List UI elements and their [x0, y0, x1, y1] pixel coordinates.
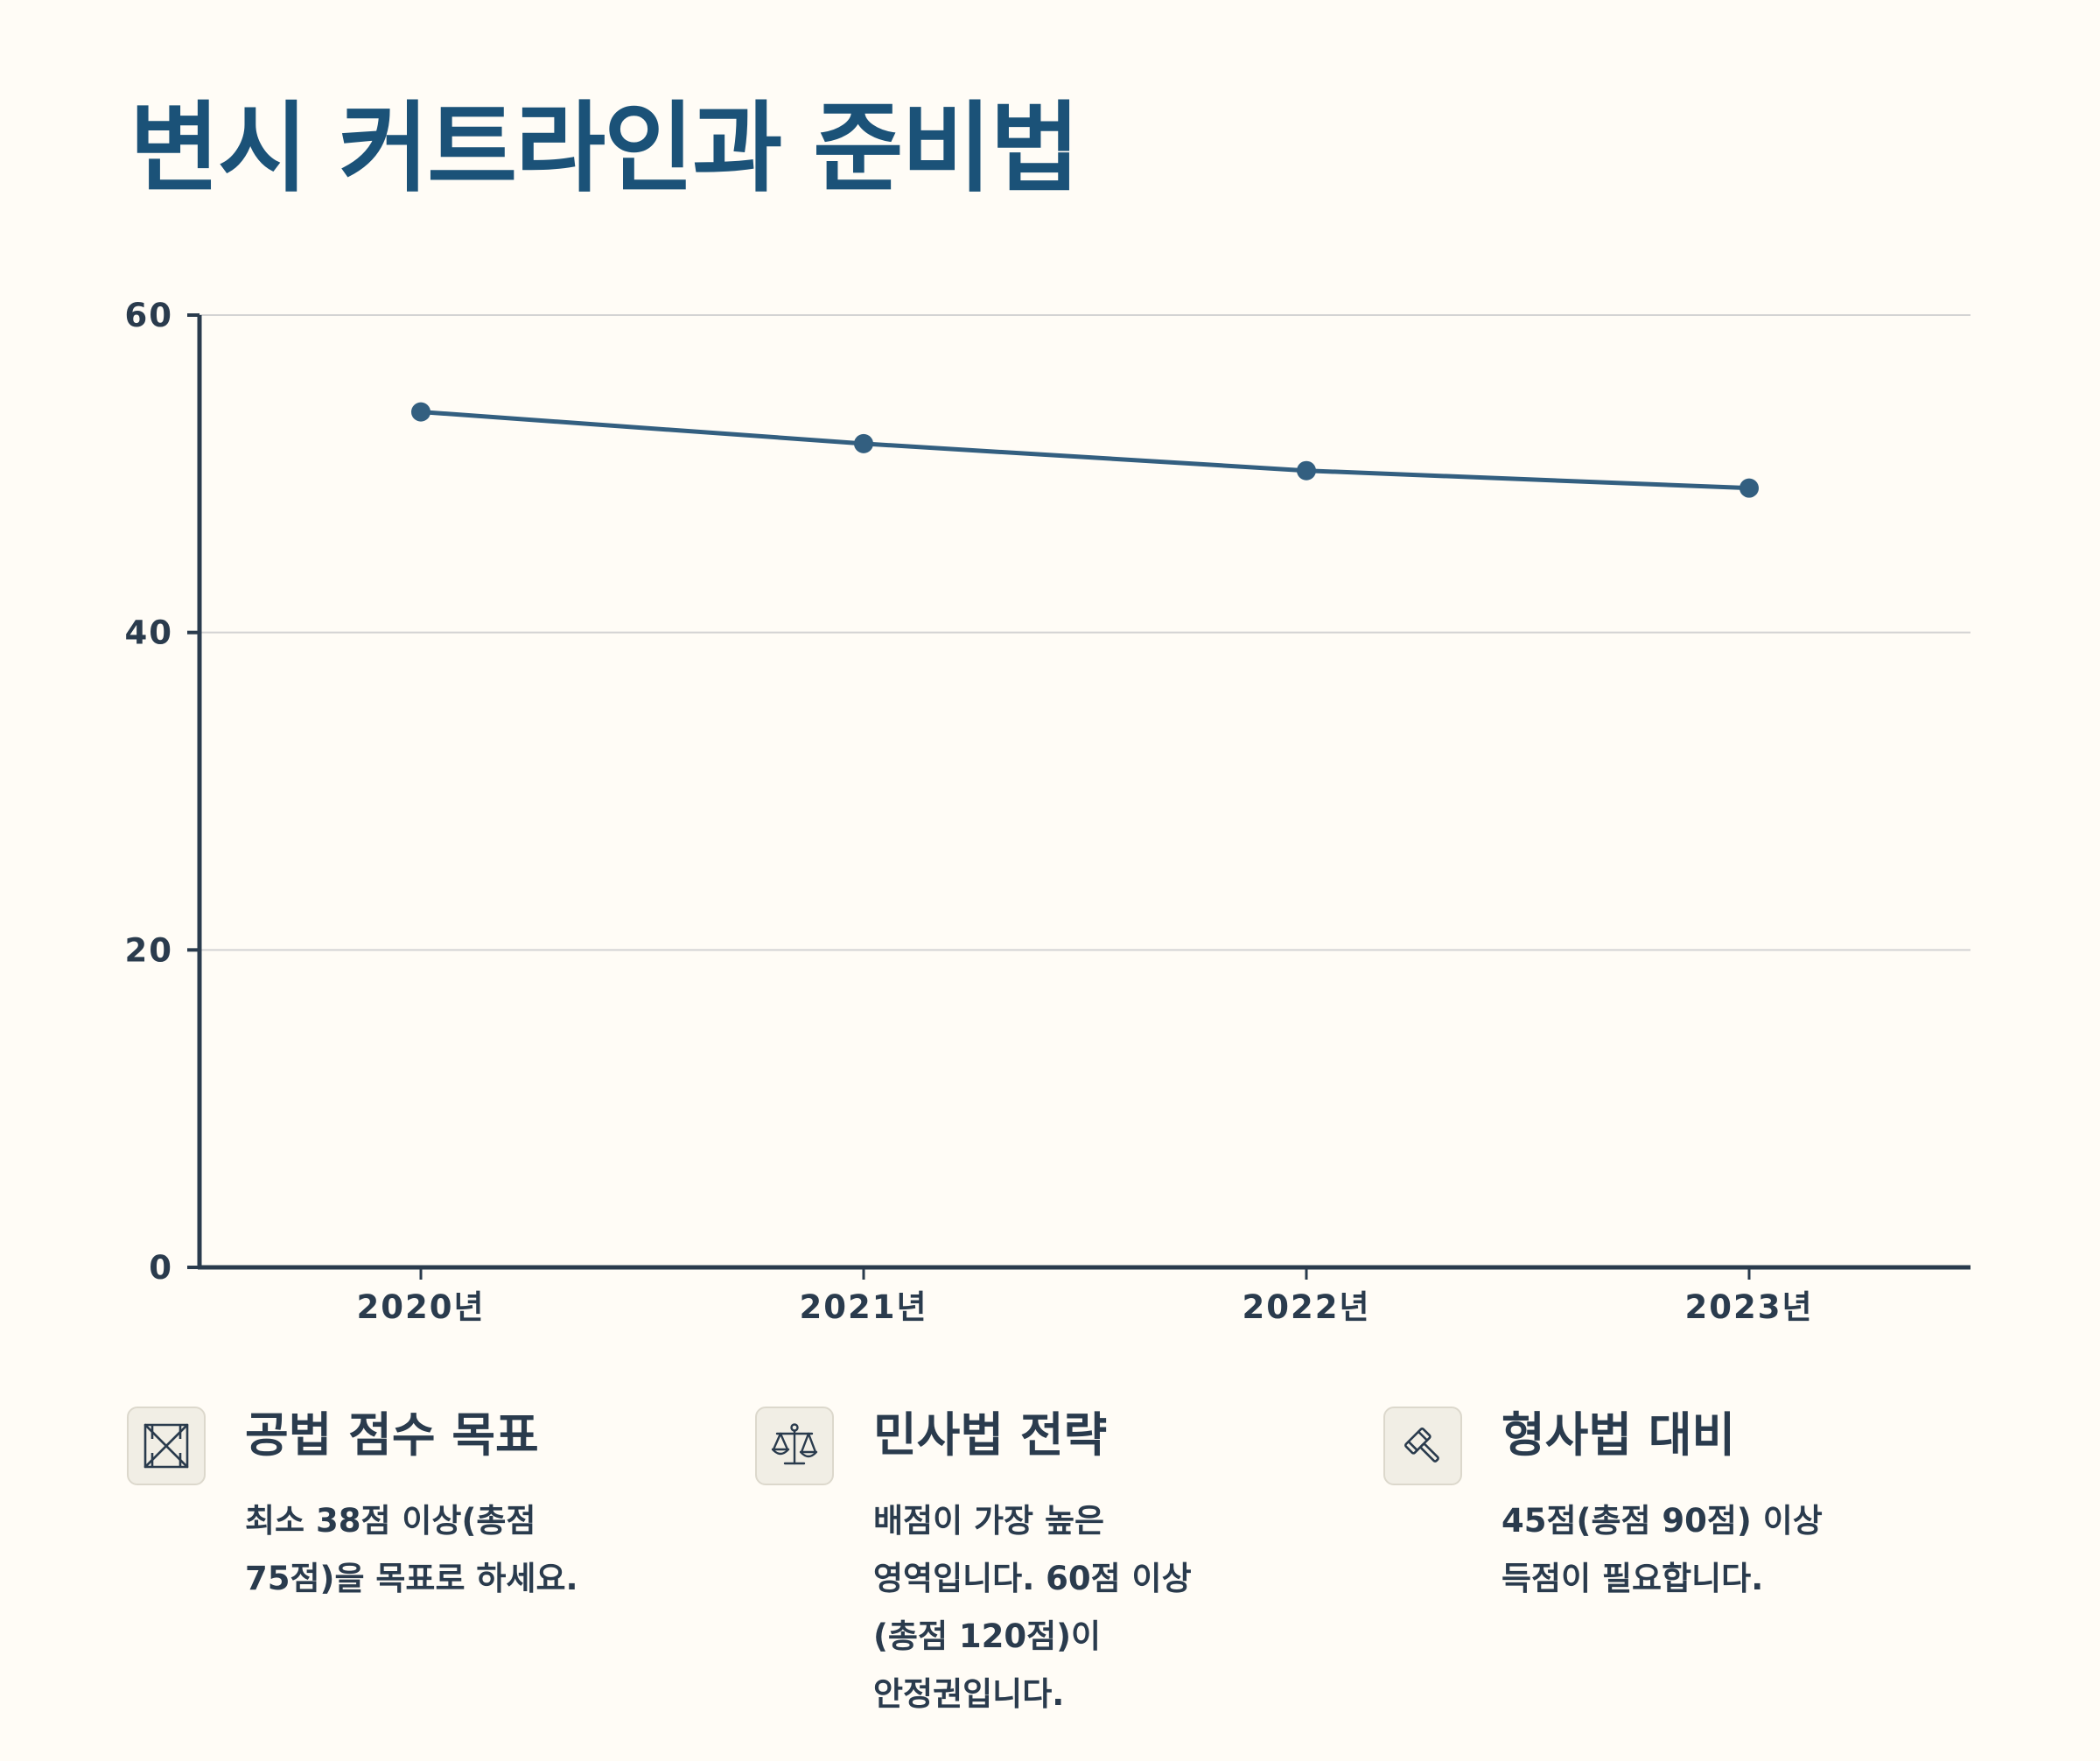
- data-point: [854, 433, 873, 453]
- y-tick-label: 60: [125, 297, 174, 334]
- hourglass-icon: [127, 1407, 206, 1485]
- grid-lines: [200, 314, 1970, 951]
- axes: [187, 313, 1970, 1280]
- scales-icon: [755, 1407, 834, 1485]
- page-title: 변시 커트라인과 준비법: [130, 92, 1080, 206]
- data-point: [1297, 460, 1316, 481]
- y-tick-label: 40: [125, 614, 174, 652]
- tip-title: 공법 점수 목표: [245, 1407, 539, 1463]
- series: [411, 402, 1759, 498]
- line-chart: 0 20 40 60 2020년 2021년 2022년 2023년: [125, 297, 1970, 1326]
- tip-body: 최소 38점 이상(총점 75점)을 목표로 하세요.: [245, 1502, 578, 1597]
- tip-title: 민사법 전략: [873, 1407, 1108, 1463]
- x-tick-label: 2023년: [1684, 1288, 1813, 1326]
- data-point: [411, 402, 430, 422]
- x-tick-label: 2021년: [799, 1288, 928, 1326]
- series-line: [420, 410, 1750, 491]
- tip-body: 배점이 가장 높은 영역입니다. 60점 이상(총점 120점)이 안정권입니다…: [873, 1502, 1192, 1713]
- data-point: [1740, 478, 1759, 498]
- gavel-icon: [1383, 1407, 1462, 1485]
- x-tick-label: 2020년: [356, 1288, 485, 1326]
- tick-labels: 0 20 40 60 2020년 2021년 2022년 2023년: [125, 297, 1813, 1326]
- x-tick-label: 2022년: [1242, 1288, 1370, 1326]
- y-tick-label: 20: [125, 931, 174, 969]
- tip-body: 45점(총점 90점) 이상 득점이 필요합니다.: [1502, 1502, 1823, 1597]
- y-tick-label: 0: [149, 1249, 173, 1287]
- tip-title: 형사법 대비: [1502, 1407, 1736, 1463]
